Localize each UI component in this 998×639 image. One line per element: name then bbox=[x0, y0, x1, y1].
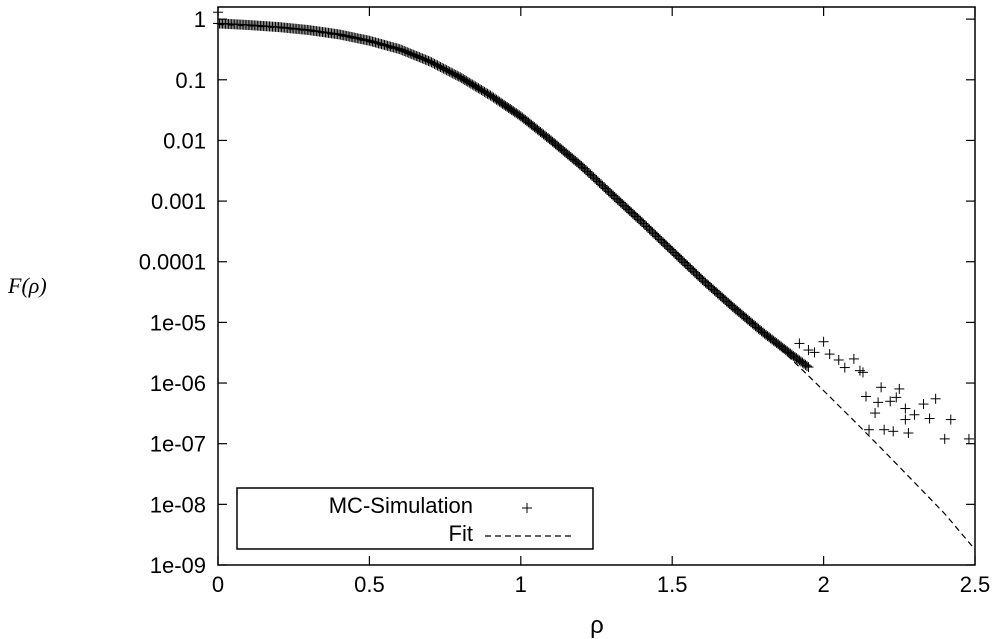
y-tick-labels: 1 0.1 0.01 0.001 0.0001 1e-05 1e-06 1e-07 1e-08 1… bbox=[139, 7, 206, 578]
y-axis-label: F(ρ) bbox=[7, 273, 47, 298]
y-tick-label: 1e-09 bbox=[150, 553, 206, 578]
mc-point bbox=[848, 353, 859, 364]
mc-point bbox=[903, 428, 914, 439]
mc-point bbox=[939, 433, 950, 444]
mc-point bbox=[870, 408, 881, 419]
mc-point bbox=[213, 7, 223, 18]
y-tick-label: 1e-06 bbox=[150, 371, 206, 396]
mc-point bbox=[824, 349, 835, 360]
mc-point bbox=[900, 403, 911, 414]
y-tick-label: 0.1 bbox=[175, 68, 206, 93]
y-tick-label: 1e-07 bbox=[150, 432, 206, 457]
y-tick-label: 0.01 bbox=[163, 128, 206, 153]
legend-fit-label: Fit bbox=[449, 521, 473, 546]
mc-point bbox=[833, 354, 844, 365]
mc-point bbox=[809, 347, 820, 358]
mc-point bbox=[963, 433, 974, 444]
mc-point bbox=[803, 362, 814, 373]
mc-point bbox=[818, 336, 829, 347]
x-tick-label: 1 bbox=[515, 572, 527, 597]
mc-point bbox=[801, 360, 812, 371]
mc-simulation-series bbox=[213, 7, 974, 444]
mc-point bbox=[909, 409, 920, 420]
x-tick-label: 2 bbox=[817, 572, 829, 597]
legend: MC-Simulation Fit bbox=[236, 487, 594, 550]
legend-box bbox=[236, 487, 594, 550]
y-tick-label: 1 bbox=[194, 7, 206, 32]
mc-point bbox=[873, 397, 884, 408]
fit-series-line bbox=[217, 23, 976, 550]
axis-ticks bbox=[217, 7, 976, 566]
y-tick-label: 0.001 bbox=[151, 189, 206, 214]
x-tick-label: 0 bbox=[212, 572, 224, 597]
mc-point bbox=[794, 338, 805, 349]
x-tick-label: 0.5 bbox=[354, 572, 385, 597]
mc-point bbox=[918, 399, 929, 410]
mc-point bbox=[839, 362, 850, 373]
mc-point bbox=[860, 391, 871, 402]
mc-point bbox=[885, 396, 896, 407]
y-tick-label: 1e-05 bbox=[150, 310, 206, 335]
mc-point bbox=[894, 383, 905, 394]
mc-point bbox=[924, 413, 935, 424]
y-tick-label: 1e-08 bbox=[150, 492, 206, 517]
legend-mc-label: MC-Simulation bbox=[329, 493, 473, 518]
legend-mc-marker bbox=[522, 503, 532, 513]
mc-point bbox=[876, 382, 887, 393]
x-axis-label: ρ bbox=[590, 612, 604, 639]
mc-point bbox=[930, 393, 941, 404]
legend-plus-marker bbox=[522, 503, 532, 513]
mc-point bbox=[857, 367, 868, 378]
y-tick-label: 0.0001 bbox=[139, 250, 206, 275]
mc-point bbox=[945, 414, 956, 425]
mc-point bbox=[879, 424, 890, 435]
x-tick-label: 1.5 bbox=[657, 572, 688, 597]
mc-point bbox=[888, 426, 899, 437]
mc-point bbox=[900, 414, 911, 425]
x-tick-labels: 0 0.5 1 1.5 2 2.5 bbox=[212, 572, 990, 597]
mc-point bbox=[864, 424, 875, 435]
plot-frame bbox=[217, 6, 976, 566]
plot-area bbox=[213, 7, 976, 550]
x-tick-label: 2.5 bbox=[960, 572, 991, 597]
mc-point bbox=[891, 392, 902, 403]
mc-point bbox=[803, 345, 814, 356]
